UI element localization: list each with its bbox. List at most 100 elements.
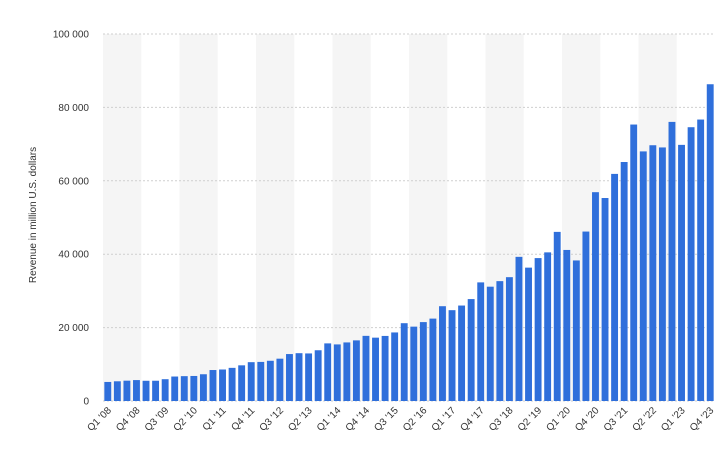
- bar-series: [104, 84, 714, 402]
- x-tick-label: Q2 '22: [631, 405, 660, 434]
- bar: [171, 376, 179, 401]
- bar: [649, 145, 657, 401]
- bar: [333, 344, 341, 401]
- bar: [630, 124, 638, 401]
- bar: [582, 231, 590, 401]
- bar: [247, 362, 255, 401]
- bar: [687, 127, 695, 401]
- bar: [238, 365, 246, 401]
- bar: [448, 310, 456, 401]
- y-tick-label: 40 000: [58, 250, 89, 261]
- bar: [257, 361, 265, 401]
- year-band: [103, 34, 142, 401]
- bar: [563, 249, 571, 401]
- x-tick-label: Q4 '14: [344, 405, 373, 434]
- bar: [190, 375, 198, 401]
- bar: [123, 380, 131, 401]
- bar: [419, 322, 427, 401]
- bar: [668, 121, 676, 402]
- bar: [439, 306, 446, 401]
- bar: [678, 144, 685, 401]
- bar: [697, 119, 705, 401]
- x-tick-label: Q4 '08: [114, 405, 143, 434]
- year-band: [256, 34, 295, 401]
- bar: [400, 323, 408, 401]
- x-tick-label: Q3 '12: [258, 405, 287, 434]
- bar: [113, 381, 121, 401]
- bar: [525, 267, 532, 401]
- x-tick-label: Q2 '19: [516, 405, 545, 434]
- bar: [477, 282, 485, 401]
- bar: [228, 367, 236, 401]
- bar: [515, 256, 523, 401]
- bar: [601, 198, 609, 401]
- bar: [199, 374, 207, 401]
- bar: [496, 281, 504, 401]
- bar: [314, 350, 322, 401]
- bar: [429, 318, 437, 401]
- bar: [152, 380, 160, 401]
- x-tick-label: Q2 '13: [286, 405, 315, 434]
- bar: [639, 151, 647, 401]
- x-tick-label: Q3 '09: [143, 405, 172, 434]
- x-tick-label: Q1 '17: [430, 405, 459, 434]
- bar: [305, 353, 313, 401]
- year-band: [179, 34, 218, 401]
- bar: [352, 340, 360, 401]
- bar: [276, 358, 284, 401]
- x-tick-label: Q4 '17: [458, 405, 487, 434]
- y-tick-label: 100 000: [53, 30, 90, 41]
- x-tick-label: Q1 '23: [659, 405, 688, 434]
- y-tick-label: 0: [83, 397, 89, 408]
- bar: [458, 305, 466, 401]
- bar: [372, 337, 379, 401]
- bar: [286, 354, 293, 401]
- bar: [534, 258, 542, 401]
- y-axis-title: Revenue in million U.S. dollars: [28, 147, 39, 283]
- bar: [324, 343, 332, 401]
- background-bands: [103, 34, 677, 401]
- bar: [362, 335, 370, 401]
- x-tick-label: Q1 '11: [201, 405, 229, 433]
- y-tick-label: 60 000: [58, 176, 89, 187]
- x-tick-label: Q3 '21: [602, 405, 631, 434]
- bar: [706, 84, 714, 401]
- x-tick-label: Q2 '16: [401, 405, 430, 434]
- x-tick-label: Q4 '20: [573, 405, 602, 434]
- x-tick-label: Q1 '14: [315, 405, 344, 434]
- x-tick-label: Q4 '11: [229, 405, 257, 433]
- bar: [295, 353, 303, 401]
- bar: [180, 376, 188, 401]
- bar: [572, 260, 580, 401]
- bar: [486, 286, 494, 401]
- bar: [209, 370, 217, 401]
- bar: [343, 342, 351, 401]
- bar: [219, 369, 226, 401]
- bar: [467, 299, 475, 401]
- y-tick-label: 80 000: [58, 103, 89, 114]
- bar: [104, 381, 112, 401]
- x-tick-label: Q1 '08: [86, 405, 115, 434]
- bar: [381, 335, 389, 401]
- bar: [391, 332, 399, 401]
- x-tick-label: Q4 '23: [688, 405, 717, 434]
- x-tick-label: Q3 '18: [487, 405, 516, 434]
- bar: [544, 252, 552, 401]
- bar: [620, 162, 628, 401]
- y-tick-label: 20 000: [58, 323, 89, 334]
- x-tick-label: Q3 '15: [372, 405, 401, 434]
- x-tick-label: Q2 '10: [172, 405, 201, 434]
- y-axis-ticks: 0 20 000 40 000 60 000 80 000 100 000: [53, 30, 90, 408]
- bar: [410, 326, 418, 401]
- bar: [658, 147, 666, 401]
- x-tick-label: Q1 '20: [545, 405, 574, 434]
- bar: [505, 277, 513, 401]
- x-axis-ticks: Q1 '08 Q4 '08 Q3 '09 Q2 '10 Q1 '11 Q4 '11 Q3 '…: [86, 405, 717, 434]
- bar: [611, 173, 619, 401]
- bar: [266, 360, 274, 401]
- bar: [592, 192, 599, 401]
- bar: [133, 380, 140, 401]
- bar: [142, 380, 150, 401]
